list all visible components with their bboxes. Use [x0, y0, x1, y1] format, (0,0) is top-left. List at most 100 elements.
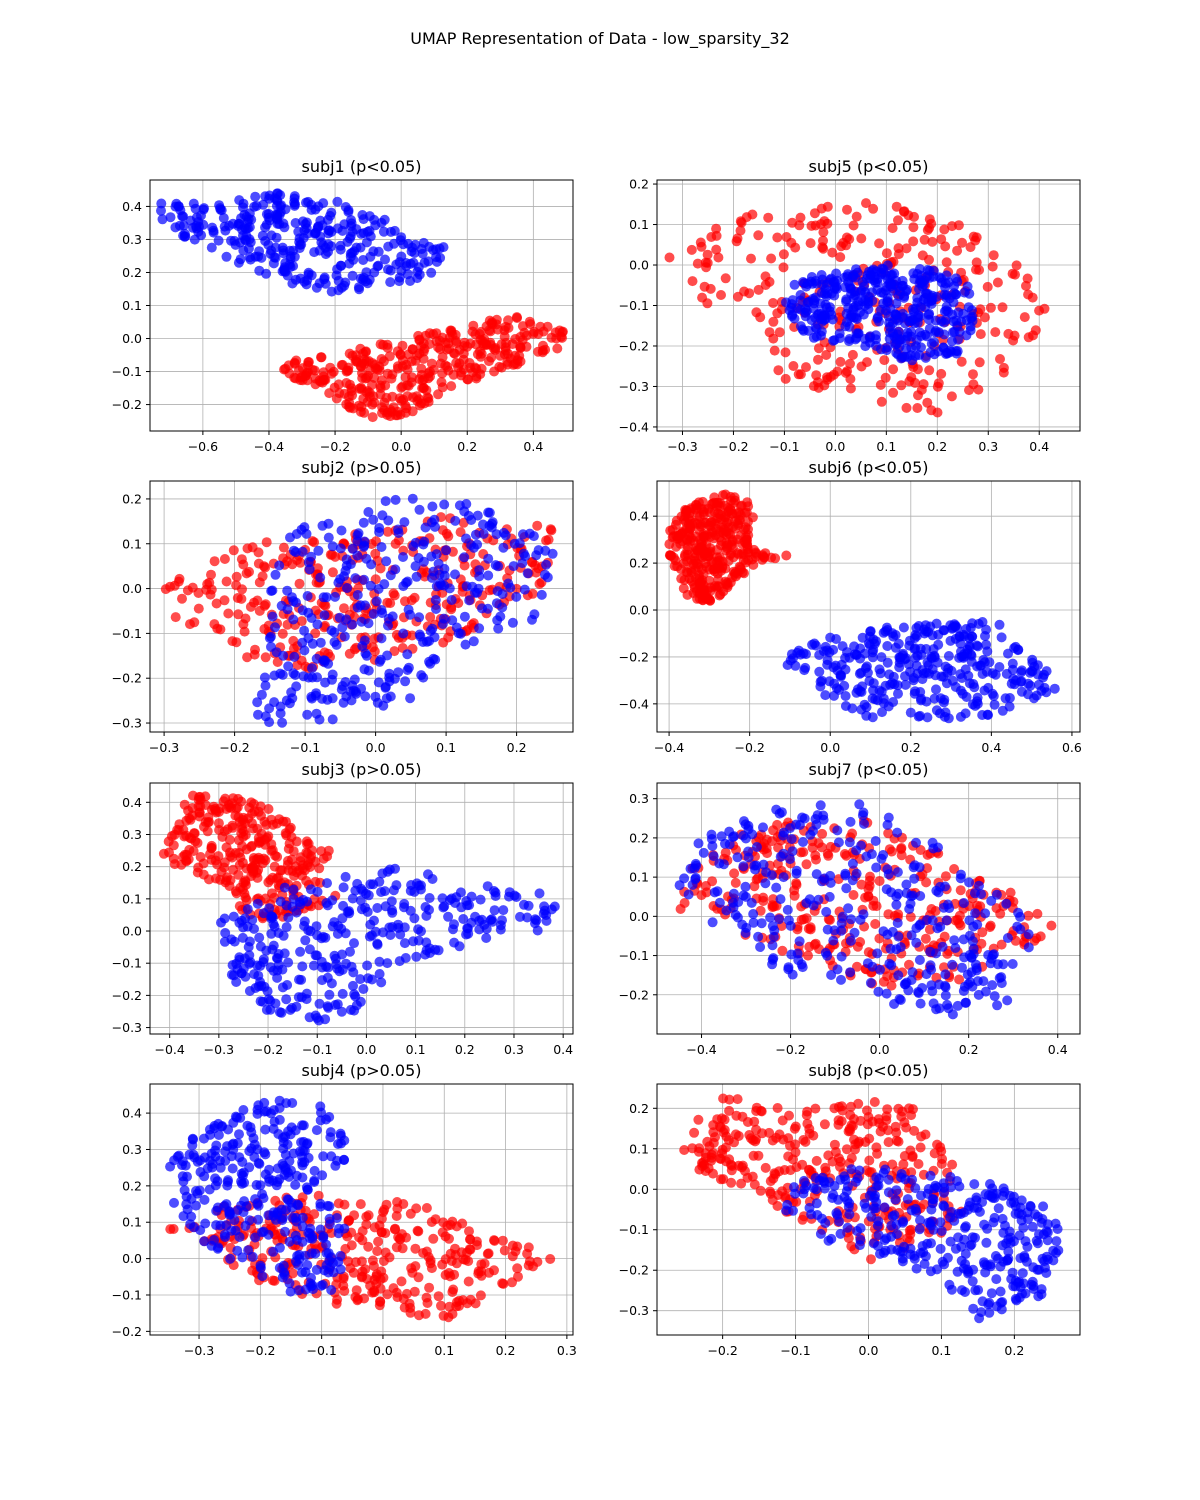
scatter-point [253, 970, 264, 981]
scatter-point [874, 876, 885, 886]
scatter-point [270, 242, 281, 253]
scatter-point [359, 664, 370, 675]
scatter-point [221, 576, 232, 587]
scatter-point [459, 611, 470, 622]
scatter-point [743, 516, 753, 527]
scatter-point [279, 882, 290, 893]
scatter-point [464, 1226, 474, 1237]
scatter-point [374, 969, 385, 979]
scatter-point [479, 1258, 490, 1269]
scatter-point [785, 823, 795, 834]
scatter-point [760, 271, 771, 282]
scatter-point [711, 223, 722, 234]
scatter-point [412, 1225, 423, 1236]
scatter-point [893, 638, 904, 649]
scatter-point [947, 959, 958, 970]
scatter-point [350, 686, 361, 697]
axes-frame [149, 1083, 574, 1336]
subplot-title: subj4 (p>0.05) [301, 1061, 421, 1080]
scatter-point [228, 911, 239, 922]
scatter-point [527, 588, 538, 599]
scatter-point [356, 384, 367, 395]
scatter-point [876, 396, 887, 407]
scatter-point [304, 1012, 315, 1023]
scatter-point [446, 893, 457, 904]
scatter-point [363, 1241, 374, 1252]
scatter-point [777, 945, 788, 956]
scatter-point [395, 1234, 406, 1245]
scatter-point [906, 326, 916, 337]
scatter-point [258, 199, 269, 210]
scatter-point [997, 705, 1008, 716]
scatter-point [489, 905, 500, 916]
scatter-point [335, 543, 346, 554]
scatter-point [921, 644, 932, 654]
scatter-point [894, 662, 905, 673]
axes-frame [149, 480, 574, 733]
scatter-point [399, 1302, 410, 1313]
scatter-point [774, 914, 785, 925]
scatter-point [795, 649, 806, 660]
x-tick-label: 0.3 [978, 439, 998, 454]
scatter-point [845, 967, 856, 978]
scatter-point [390, 538, 401, 549]
scatter-point [837, 641, 848, 652]
x-tick-label: 0.2 [901, 740, 921, 755]
scatter-point [317, 1170, 328, 1181]
x-tick-label: 0.0 [356, 1042, 376, 1057]
y-tick-label: 0.1 [122, 1215, 142, 1230]
scatter-point [671, 541, 682, 552]
scatter-point [901, 402, 912, 413]
subplot-title: subj5 (p<0.05) [808, 157, 928, 176]
y-tick-label: 0.1 [122, 536, 142, 551]
scatter-point [730, 877, 741, 888]
scatter-point [170, 612, 181, 623]
scatter-point [372, 1246, 383, 1257]
scatter-point [706, 829, 717, 840]
scatter-point [437, 893, 448, 904]
scatter-point [373, 677, 384, 688]
scatter-point [940, 661, 951, 672]
scatter-point [545, 1254, 556, 1264]
scatter-point [709, 887, 720, 898]
scatter-point [397, 340, 408, 351]
scatter-point [387, 611, 398, 622]
scatter-point [971, 965, 982, 976]
scatter-point [389, 646, 400, 657]
scatter-point [274, 814, 285, 825]
scatter-point [941, 305, 952, 316]
scatter-point [478, 340, 489, 351]
scatter-point [522, 912, 533, 923]
scatter-point [314, 245, 325, 256]
y-tick-label: −0.1 [112, 364, 142, 379]
scatter-point [282, 1194, 293, 1205]
scatter-point [259, 561, 269, 572]
scatter-point [862, 357, 872, 368]
scatter-point [747, 829, 758, 840]
scatter-point [237, 932, 248, 943]
scatter-point [347, 226, 358, 237]
scatter-point [188, 198, 199, 209]
scatter-point [557, 332, 567, 343]
scatter-point [204, 1124, 215, 1135]
scatter-point [510, 334, 521, 344]
scatter-point [335, 1250, 346, 1261]
scatter-point [836, 974, 846, 985]
x-tick-label: 0.3 [504, 1042, 524, 1057]
scatter-point [307, 845, 317, 856]
scatter-point [443, 632, 454, 643]
scatter-point [225, 1253, 236, 1264]
scatter-point [470, 587, 480, 598]
scatter-point [369, 633, 380, 644]
y-tick-label: 0.2 [629, 556, 649, 571]
scatter-point [431, 581, 442, 592]
scatter-point [402, 665, 413, 675]
scatter-point [269, 1116, 280, 1127]
scatter-point [901, 879, 912, 890]
scatter-point [1027, 654, 1038, 665]
scatter-point [305, 884, 316, 895]
scatter-point [377, 408, 387, 418]
scatter-point [297, 860, 308, 871]
scatter-point [306, 199, 317, 210]
scatter-point [861, 851, 872, 862]
